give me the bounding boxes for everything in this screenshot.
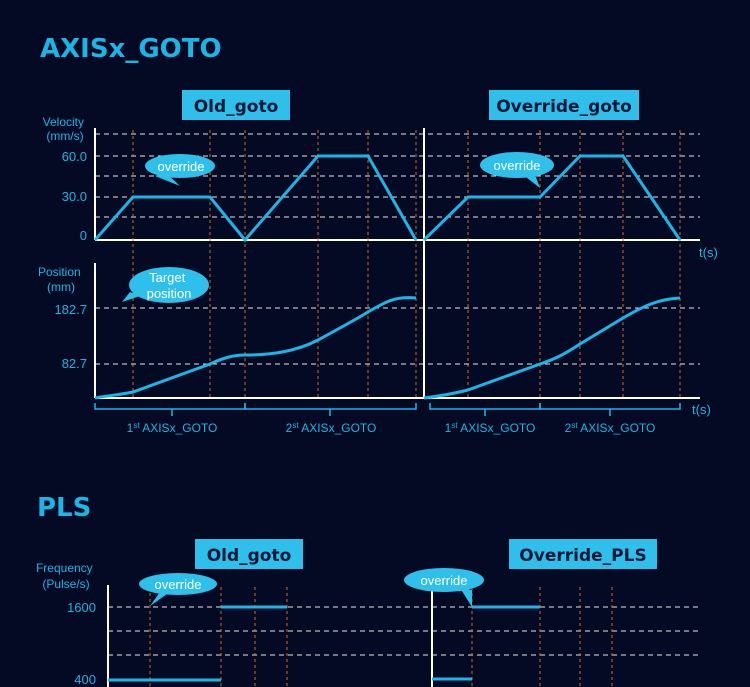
frequency-curves — [108, 605, 540, 682]
frequency-tick-400: 400 — [74, 672, 96, 687]
pls-section-title: PLS — [37, 493, 91, 523]
position-grid — [95, 307, 700, 365]
velocity-axis-label-line2: (mm/s) — [46, 129, 83, 143]
velocity-axis-label-line1: Velocity — [43, 115, 84, 129]
position-axis-label: Position (mm) — [38, 265, 84, 294]
frequency-axis-label-line1: Frequency — [36, 561, 93, 575]
segment-label-right-2: 2st AXISx_GOTO — [565, 421, 656, 435]
frequency-axis-label: Frequency (Pulse/s) — [36, 561, 96, 591]
pls-right-panel-title: Override_PLS — [509, 539, 657, 569]
target-bubble-line2: position — [147, 286, 192, 301]
goto-right-panel-title: Override_goto — [489, 90, 639, 120]
position-tick-82: 82.7 — [62, 356, 87, 371]
velocity-tick-30: 30.0 — [62, 189, 87, 204]
position-axis-label-line2: (mm) — [47, 280, 75, 294]
goto-time-markers — [132, 130, 681, 398]
position-axes — [94, 263, 700, 399]
velocity-time-label: t(s) — [699, 245, 718, 260]
pls-left-panel-title: Old_goto — [195, 539, 303, 569]
old-goto-position-curve — [94, 296, 417, 400]
target-position-bubble: Target position — [122, 267, 209, 303]
goto-left-panel-title-text: Old_goto — [194, 97, 279, 117]
frequency-grid — [108, 606, 700, 656]
target-bubble-line1: Target — [149, 270, 186, 285]
pls-override-bubble-old-text: override — [155, 577, 202, 592]
frequency-axis-label-line2: (Pulse/s) — [42, 577, 89, 591]
frequency-axes — [107, 585, 433, 687]
frequency-tick-1600: 1600 — [67, 600, 96, 615]
velocity-axes — [94, 128, 700, 398]
segment-label-right-1: 1st AXISx_GOTO — [445, 421, 536, 435]
velocity-tick-60: 60.0 — [62, 149, 87, 164]
velocity-axis-label: Velocity (mm/s) — [43, 115, 88, 143]
override-bubble-override: override — [480, 152, 554, 188]
override-bubble-old: override — [145, 154, 215, 186]
override-goto-position-curve — [423, 296, 681, 400]
position-axis-label-line1: Position — [38, 265, 81, 279]
pls-override-bubble-old: override — [139, 573, 217, 606]
goto-section-title: AXISx_GOTO — [40, 34, 222, 64]
segment-label-left-1: 1st AXISx_GOTO — [127, 421, 218, 435]
position-tick-182: 182.7 — [54, 302, 87, 317]
goto-left-panel-title: Old_goto — [182, 90, 290, 120]
pls-right-panel-title-text: Override_PLS — [519, 546, 646, 566]
override-bubble-override-text: override — [494, 158, 541, 173]
old-goto-velocity-curve — [93, 154, 418, 243]
pls-time-markers — [149, 587, 613, 687]
segment-brackets — [94, 403, 681, 416]
override-bubble-old-text: override — [158, 159, 205, 174]
goto-right-panel-title-text: Override_goto — [496, 97, 632, 117]
segment-label-left-2: 2st AXISx_GOTO — [286, 421, 377, 435]
pls-left-panel-title-text: Old_goto — [207, 546, 292, 566]
pls-override-bubble-override-text: override — [421, 573, 468, 588]
pls-override-bubble-override: override — [404, 568, 484, 607]
override-goto-velocity-curve — [422, 154, 682, 242]
position-time-label: t(s) — [692, 402, 711, 417]
target-position-bubble-text: Target position — [147, 270, 192, 301]
velocity-tick-0: 0 — [80, 228, 87, 243]
